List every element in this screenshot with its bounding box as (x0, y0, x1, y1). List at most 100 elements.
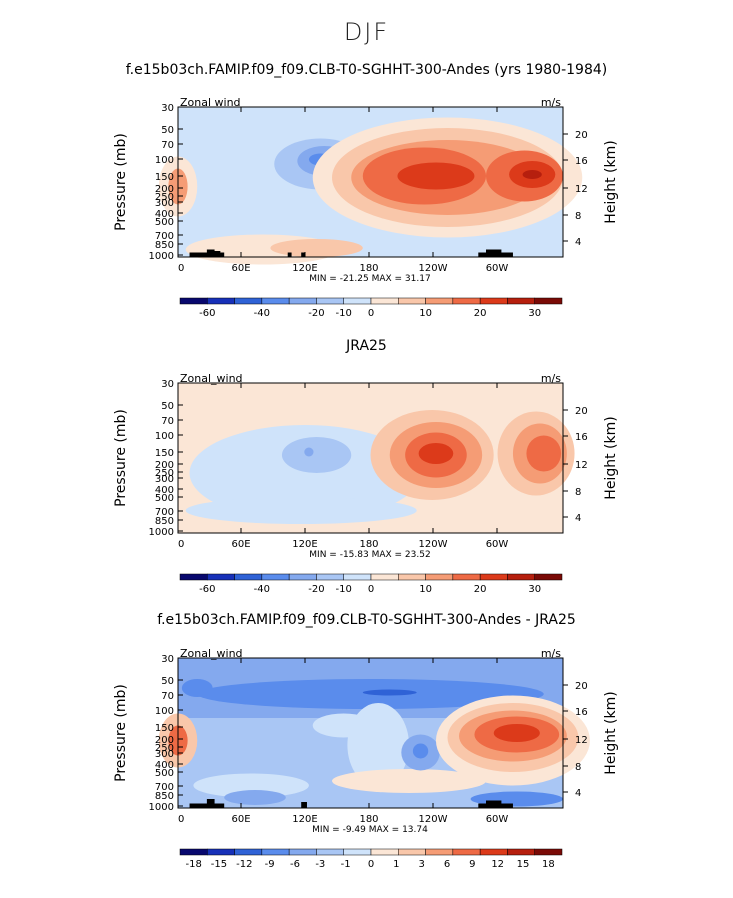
colorbar-label: -20 (308, 584, 324, 595)
colorbar-label: -10 (336, 308, 352, 319)
min-max-label: MIN = -15.83 MAX = 23.52 (309, 550, 430, 560)
colorbar-box (425, 573, 454, 581)
x-tick-label: 120W (419, 539, 448, 550)
panel-2-colorbar: -60 -40 -20 -10 0 10 20 30 (179, 573, 563, 595)
height-tick-label: 12 (575, 460, 588, 471)
height-axis-label: Height (km) (603, 140, 619, 223)
colorbar-label: 0 (368, 859, 374, 870)
y-tick-label: 100 (155, 431, 174, 442)
y-tick-label: 150 (155, 448, 174, 459)
y-tick-label: 300 (155, 474, 174, 485)
figure: DJF f.e15b03ch.FAMIP.f09_f09.CLB-T0-SGHH… (113, 18, 619, 870)
y-tick-label: 150 (155, 723, 174, 734)
colorbar-box (452, 297, 481, 305)
colorbar-label: 30 (528, 308, 541, 319)
colorbar-box (370, 297, 399, 305)
y-tick-label: 1000 (149, 251, 174, 262)
colorbar-box (452, 848, 481, 856)
colorbar-label: 6 (444, 859, 450, 870)
colorbar-label: -18 (185, 859, 201, 870)
field-easterly-min (304, 447, 314, 457)
colorbar-label: -10 (336, 584, 352, 595)
field-upper-neutral (312, 713, 375, 738)
y-tick-label: 30 (161, 654, 174, 665)
units-label: m/s (541, 97, 561, 109)
terrain-block (486, 800, 502, 808)
y-tick-label: 1000 (149, 802, 174, 813)
colorbar-box (343, 573, 372, 581)
y-tick-label: 50 (161, 676, 174, 687)
plot-frame (177, 106, 564, 258)
contour-field (178, 383, 575, 533)
colorbar-label: 20 (474, 584, 487, 595)
x-tick-label: 60E (231, 539, 250, 550)
x-tick-label: 60W (486, 263, 509, 274)
colorbar-box (507, 297, 535, 305)
colorbar-box (534, 848, 563, 856)
y-tick-label: 70 (161, 140, 174, 151)
field-east-jet-core (526, 435, 562, 472)
colorbar-box (234, 573, 263, 581)
height-axis-label: Height (km) (603, 691, 619, 774)
colorbar-box (343, 848, 372, 856)
y-tick-label: 50 (161, 125, 174, 136)
colorbar-label: -6 (290, 859, 300, 870)
panel-1-colorbar: -60 -40 -20 -10 0 10 20 30 (179, 297, 563, 319)
variable-label: Zonal wind (180, 97, 241, 109)
colorbar-box (261, 297, 290, 305)
x-tick-label: 60E (231, 814, 250, 825)
colorbar-box (370, 573, 399, 581)
field-low-level-core (270, 239, 363, 257)
colorbar-label: 1 (393, 859, 399, 870)
y-tick-label: 100 (155, 155, 174, 166)
panel-1-title: f.e15b03ch.FAMIP.f09_f09.CLB-T0-SGHHT-30… (125, 62, 608, 78)
y-tick-label: 300 (155, 749, 174, 760)
y-tick-label: 200 (155, 460, 174, 471)
y-axis-label: Pressure (mb) (113, 684, 129, 782)
colorbar-label: 0 (368, 584, 374, 595)
x-tick-label: 60E (231, 263, 250, 274)
field-jet-peak (522, 170, 542, 179)
y-tick-label: 700 (155, 782, 174, 793)
terrain-block (287, 252, 292, 257)
units-label: m/s (541, 648, 561, 660)
colorbar-label: -9 (265, 859, 275, 870)
colorbar-box (534, 573, 563, 581)
y-tick-label: 400 (155, 760, 174, 771)
colorbar-box (425, 297, 454, 305)
colorbar-box (479, 848, 508, 856)
variable-label: Zonal_wind (180, 648, 243, 660)
colorbar-box (234, 297, 263, 305)
y-tick-label: 30 (161, 103, 174, 114)
colorbar-label: 0 (368, 308, 374, 319)
field-negative-core (412, 743, 429, 759)
y-tick-label: 70 (161, 691, 174, 702)
colorbar-box (288, 848, 317, 856)
field-jet-max (418, 443, 454, 464)
y-tick-label: 50 (161, 401, 174, 412)
variable-label: Zonal_wind (180, 373, 243, 385)
colorbar-label: -60 (199, 584, 215, 595)
y-tick-label: 1000 (149, 527, 174, 538)
colorbar-label: 30 (528, 584, 541, 595)
y-tick-label: 500 (155, 768, 174, 779)
y-tick-label: 70 (161, 416, 174, 427)
colorbar-label: 10 (419, 308, 432, 319)
colorbar-box (179, 573, 208, 581)
height-tick-label: 8 (575, 211, 581, 222)
field-tropical-easterlies (189, 425, 421, 521)
colorbar-box (452, 573, 481, 581)
panel-3-title: f.e15b03ch.FAMIP.f09_f09.CLB-T0-SGHHT-30… (157, 612, 576, 628)
y-axis-label: Pressure (mb) (113, 409, 129, 507)
height-tick-label: 4 (575, 788, 581, 799)
colorbar-box (179, 297, 208, 305)
min-max-label: MIN = -21.25 MAX = 31.17 (309, 274, 430, 284)
x-tick-label: 180 (359, 263, 378, 274)
height-tick-label: 20 (575, 406, 588, 417)
colorbar-label: -15 (211, 859, 227, 870)
plot-frame (177, 657, 564, 809)
x-tick-label: 60W (486, 814, 509, 825)
x-tick-label: 120W (419, 263, 448, 274)
colorbar-box (370, 848, 399, 856)
x-tick-label: 0 (178, 263, 184, 274)
